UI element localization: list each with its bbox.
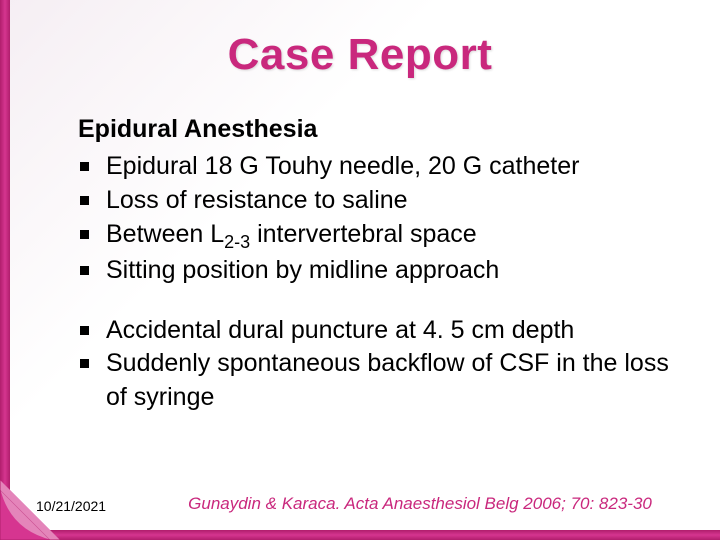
list-item: Sitting position by midline approach	[78, 254, 680, 288]
citation: Gunaydin & Karaca. Acta Anaesthesiol Bel…	[0, 494, 720, 514]
border-left	[0, 0, 10, 540]
list-item: Accidental dural puncture at 4. 5 cm dep…	[78, 314, 680, 348]
content-area: Epidural Anesthesia Epidural 18 G Touhy …	[78, 115, 680, 441]
list-item: Epidural 18 G Touhy needle, 20 G cathete…	[78, 150, 680, 184]
border-bottom	[0, 530, 720, 540]
subtitle: Epidural Anesthesia	[78, 115, 680, 144]
list-item: Loss of resistance to saline	[78, 184, 680, 218]
slide-title: Case Report	[0, 30, 720, 80]
bullet-group-1: Epidural 18 G Touhy needle, 20 G cathete…	[78, 150, 680, 288]
list-item: Between L2-3 intervertebral space	[78, 218, 680, 254]
list-item: Suddenly spontaneous backflow of CSF in …	[78, 347, 680, 415]
bullet-group-2: Accidental dural puncture at 4. 5 cm dep…	[78, 314, 680, 415]
slide: Case Report Epidural Anesthesia Epidural…	[0, 0, 720, 540]
